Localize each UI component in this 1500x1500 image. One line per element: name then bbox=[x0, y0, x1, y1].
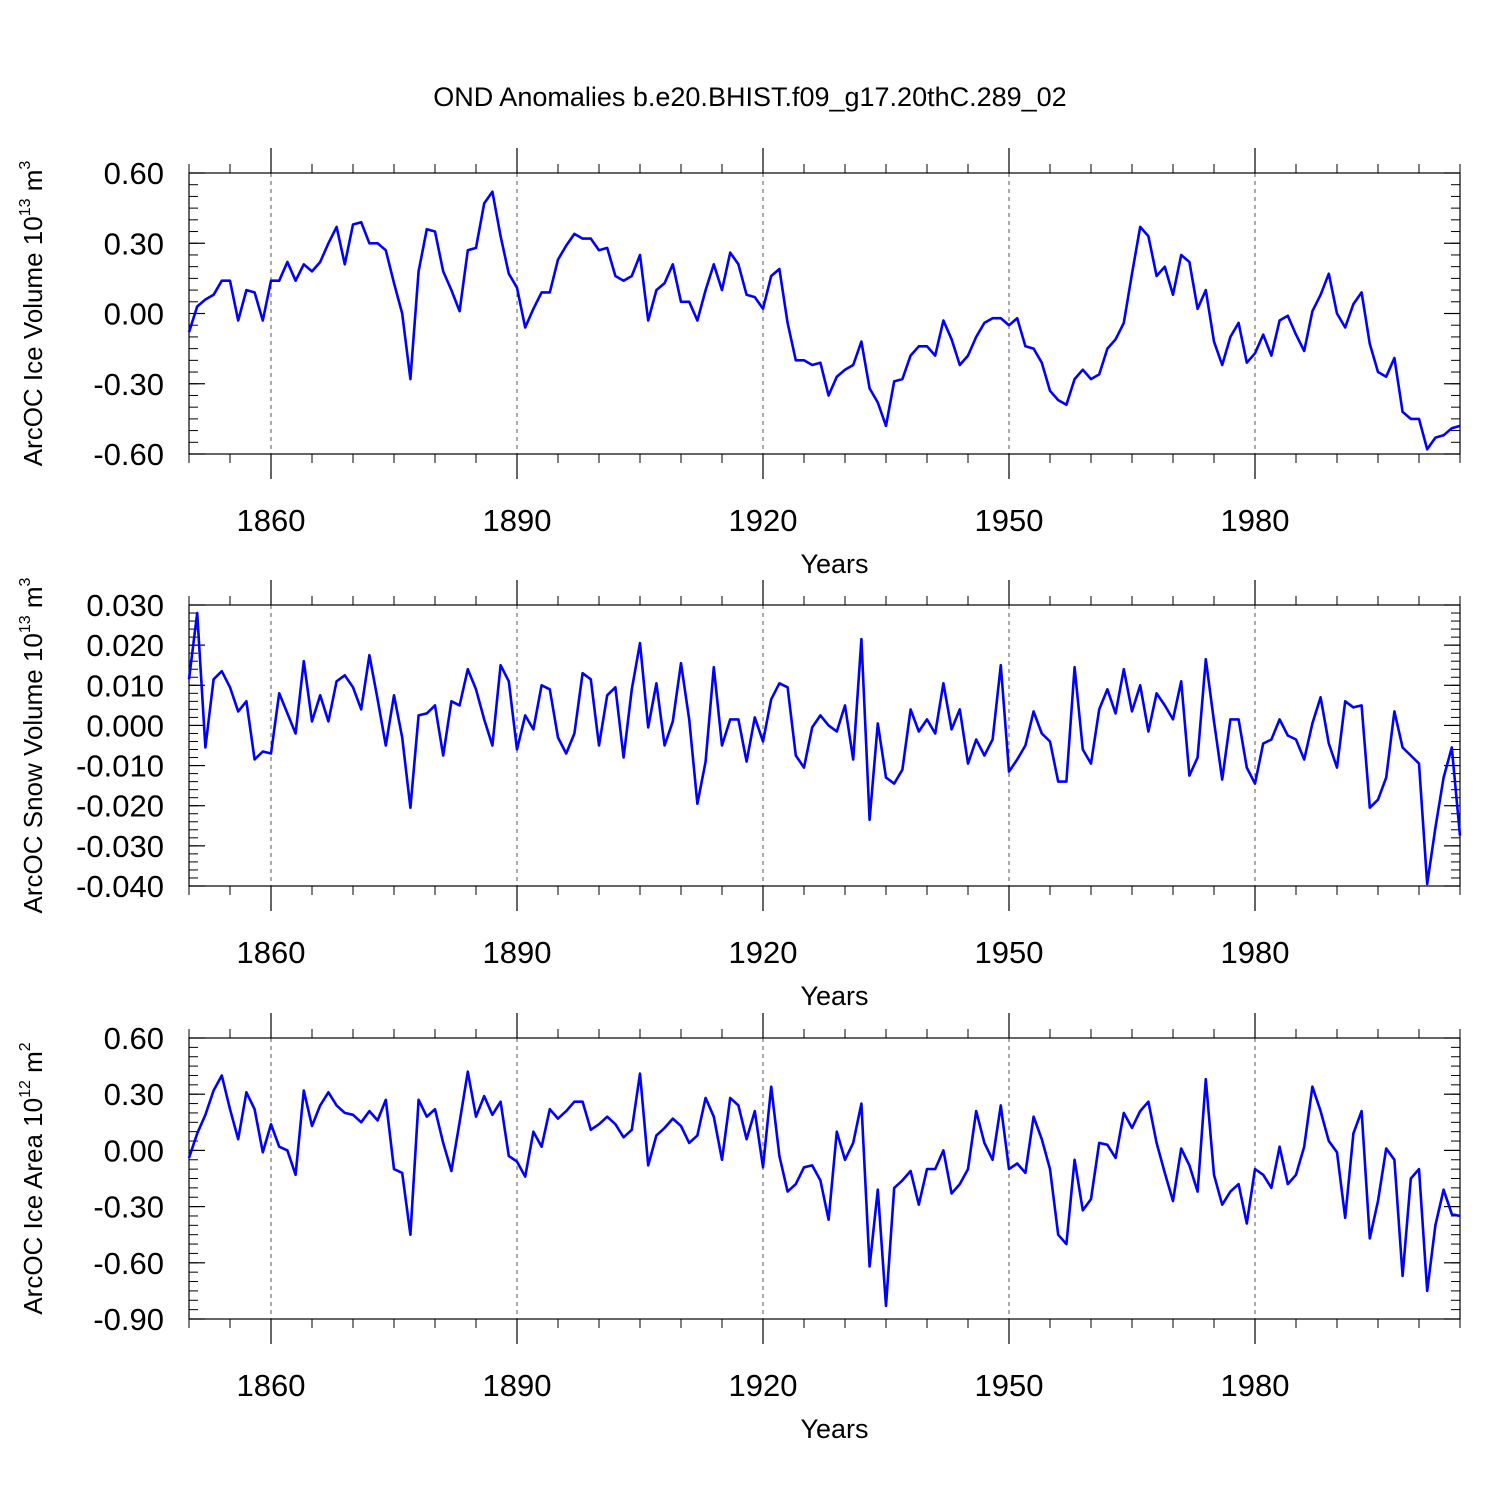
x-tick-label: 1890 bbox=[483, 503, 552, 538]
y-tick-label: 0.60 bbox=[104, 1021, 164, 1056]
x-tick-label: 1980 bbox=[1221, 1368, 1290, 1403]
y-axis-label-unit-exponent: 2 bbox=[17, 1042, 34, 1051]
plot-frame bbox=[188, 172, 1461, 455]
panel-snow-volume: -0.040 -0.030 -0.020 -0.010 0.000 0.010 0.020 0… bbox=[17, 577, 1462, 1011]
y-tick-label: -0.60 bbox=[93, 437, 164, 472]
y-tick-label: 0.60 bbox=[104, 156, 164, 191]
x-tick-label: 1890 bbox=[483, 935, 552, 970]
x-tick-label: 1890 bbox=[483, 1368, 552, 1403]
y-tick-label: -0.030 bbox=[76, 829, 164, 864]
x-axis-label: Years bbox=[800, 549, 868, 579]
x-axis-label: Years bbox=[800, 1414, 868, 1444]
x-tick-label: 1860 bbox=[237, 1368, 306, 1403]
x-tick-label: 1920 bbox=[729, 1368, 798, 1403]
y-axis-label-text: ArcOC Ice Volume 10 bbox=[18, 216, 48, 466]
y-axis-label-unit: m bbox=[18, 170, 48, 199]
x-tick-label: 1920 bbox=[729, 503, 798, 538]
series-line bbox=[187, 190, 1461, 451]
y-tick-label: -0.040 bbox=[76, 869, 164, 904]
x-tick-label: 1860 bbox=[237, 503, 306, 538]
y-tick-label: 0.30 bbox=[104, 1077, 164, 1112]
y-tick-label: 0.030 bbox=[86, 588, 164, 623]
y-axis-label-text: ArcOC Snow Volume 10 bbox=[18, 633, 48, 913]
y-tick-label: 0.00 bbox=[104, 1133, 164, 1168]
panel-ice-area: -0.90 -0.60 -0.30 0.00 0.30 0.60 1860 1890 1920 1… bbox=[17, 1013, 1461, 1444]
y-axis-label-exponent: 13 bbox=[17, 615, 34, 633]
y-axis-label-text: ArcOC Ice Area 10 bbox=[18, 1098, 48, 1315]
y-tick-label: 0.020 bbox=[86, 628, 164, 663]
y-tick-label: 0.00 bbox=[104, 297, 164, 332]
series-line bbox=[187, 1070, 1461, 1308]
y-axis-label: ArcOC Ice Volume 1013 m3 bbox=[17, 161, 48, 467]
y-axis-label-unit: m bbox=[18, 586, 48, 615]
plot-frame bbox=[188, 1037, 1461, 1320]
x-tick-label: 1860 bbox=[237, 935, 306, 970]
y-axis-label: ArcOC Ice Area 1012 m2 bbox=[17, 1042, 48, 1314]
y-axis-label-unit: m bbox=[18, 1051, 48, 1080]
x-tick-label: 1950 bbox=[975, 1368, 1044, 1403]
y-axis-label-exponent: 12 bbox=[17, 1080, 34, 1098]
y-tick-label: -0.60 bbox=[93, 1246, 164, 1281]
x-tick-label: 1980 bbox=[1221, 935, 1290, 970]
series-line bbox=[187, 611, 1462, 886]
panel-ice-volume: -0.60 -0.30 0.00 0.30 0.60 1860 1890 1920 1950 19… bbox=[17, 148, 1461, 579]
y-tick-label: 0.30 bbox=[104, 226, 164, 261]
x-tick-label: 1980 bbox=[1221, 503, 1290, 538]
figure-title: OND Anomalies b.e20.BHIST.f09_g17.20thC.… bbox=[433, 82, 1066, 112]
y-tick-label: -0.90 bbox=[93, 1302, 164, 1337]
x-axis-label: Years bbox=[800, 981, 868, 1011]
y-axis-label-unit-exponent: 3 bbox=[17, 577, 34, 586]
y-tick-label: 0.010 bbox=[86, 668, 164, 703]
y-axis-label: ArcOC Snow Volume 1013 m3 bbox=[17, 577, 48, 913]
y-tick-label: 0.000 bbox=[86, 708, 164, 743]
y-tick-label: -0.010 bbox=[76, 749, 164, 784]
x-tick-label: 1920 bbox=[729, 935, 798, 970]
y-axis-label-exponent: 13 bbox=[17, 198, 34, 216]
x-tick-label: 1950 bbox=[975, 935, 1044, 970]
y-axis-label-unit-exponent: 3 bbox=[17, 161, 34, 170]
plot-frame bbox=[188, 604, 1461, 887]
x-tick-label: 1950 bbox=[975, 503, 1044, 538]
y-tick-label: -0.020 bbox=[76, 789, 164, 824]
y-tick-label: -0.30 bbox=[93, 367, 164, 402]
y-tick-label: -0.30 bbox=[93, 1190, 164, 1225]
